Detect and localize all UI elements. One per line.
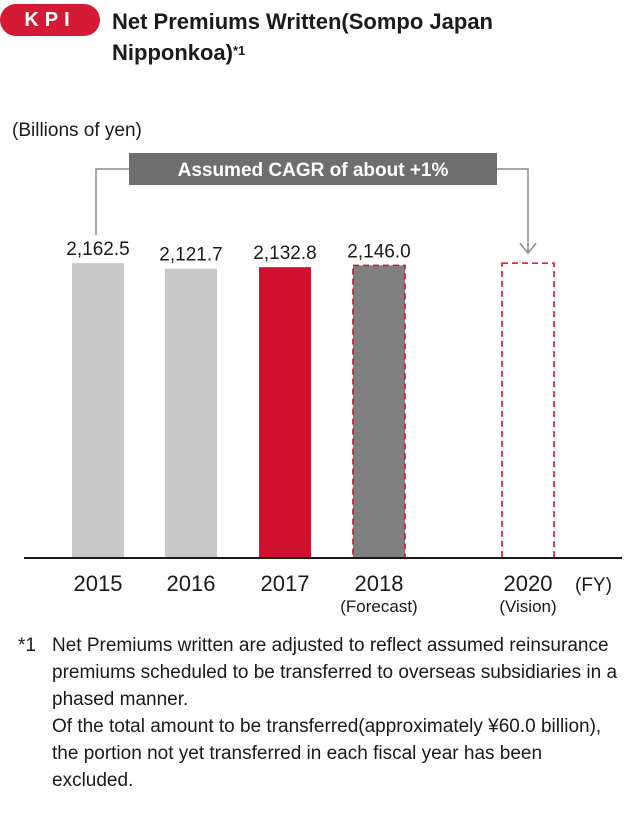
x-sublabel-2018: (Forecast)	[340, 597, 417, 616]
data-label-2016: 2,121.7	[159, 245, 222, 266]
cagr-arrowhead-icon	[519, 242, 537, 255]
x-unit-label: (FY)	[575, 575, 612, 596]
cagr-connector-right	[497, 168, 529, 254]
cagr-connector-left	[95, 168, 129, 236]
data-label-2017: 2,132.8	[253, 243, 316, 264]
cagr-annotation-text: Assumed CAGR of about +1%	[178, 160, 449, 181]
bar-2016	[165, 268, 217, 558]
title-footnote-mark: *1	[233, 43, 246, 58]
page-title: Net Premiums Written(Sompo Japan Nipponk…	[112, 6, 612, 68]
bar-chart: (Billions of yen) 2,162.5 2015 2,121.7 2016 2…	[12, 120, 622, 616]
bar-2018	[352, 264, 406, 559]
footnote: *1 Net Premiums written are adjusted to …	[18, 632, 628, 794]
footnote-line1: Net Premiums written are adjusted to ref…	[52, 635, 618, 710]
footnote-line2: Of the total amount to be transferred(ap…	[52, 716, 602, 791]
data-label-2015: 2,162.5	[66, 239, 129, 260]
x-sublabel-2020: (Vision)	[499, 597, 556, 616]
cagr-annotation-box	[129, 153, 497, 185]
title-text: Net Premiums Written(Sompo Japan Nipponk…	[112, 9, 493, 65]
y-unit-label: (Billions of yen)	[12, 120, 142, 141]
x-tick-2018: 2018	[355, 571, 404, 596]
bar-2015	[72, 263, 124, 558]
x-tick-2016: 2016	[167, 571, 216, 596]
bar-2020	[501, 262, 555, 559]
bar-2017	[259, 267, 311, 558]
data-label-2018: 2,146.0	[347, 241, 410, 262]
kpi-badge: KPI	[0, 4, 100, 36]
x-tick-2017: 2017	[261, 571, 310, 596]
footnote-mark: *1	[18, 635, 36, 656]
x-tick-2020: 2020	[504, 571, 553, 596]
x-tick-2015: 2015	[74, 571, 123, 596]
